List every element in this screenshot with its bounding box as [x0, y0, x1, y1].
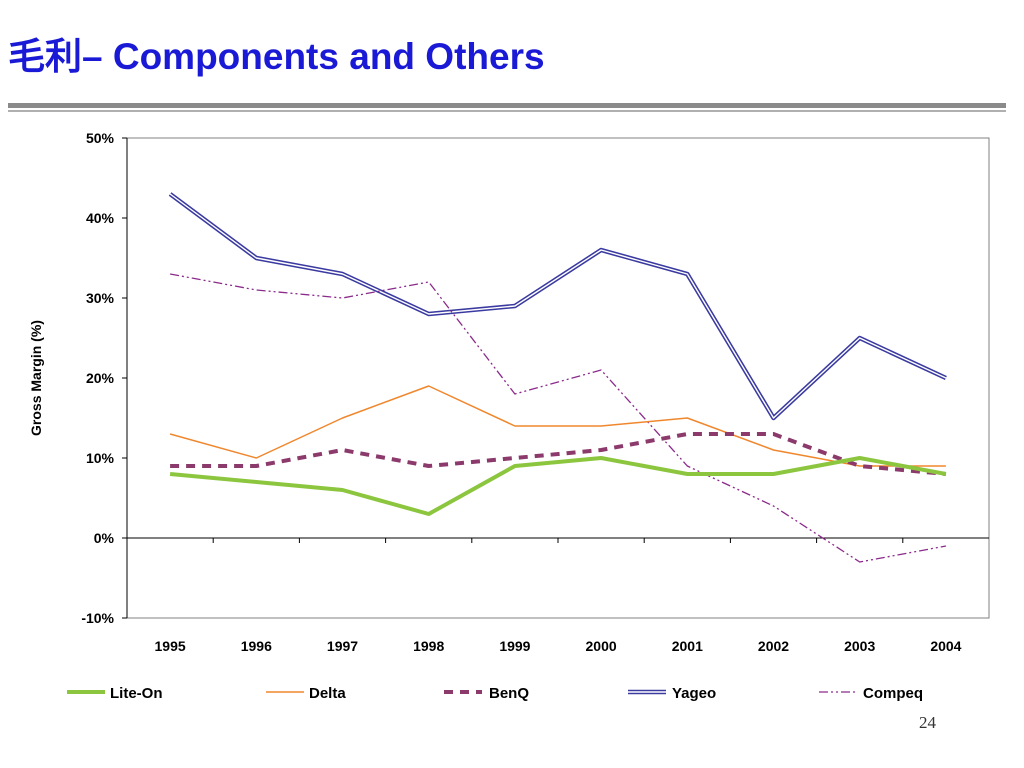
y-tick-label: 10% [86, 450, 115, 466]
legend-label-compeq: Compeq [863, 685, 923, 702]
x-tick-label: 2002 [758, 638, 789, 654]
x-tick-label: 2001 [672, 638, 703, 654]
title-divider-thin [8, 110, 1006, 112]
x-tick-label: 1995 [155, 638, 186, 654]
x-tick-label: 2003 [844, 638, 875, 654]
y-tick-label: 40% [86, 210, 115, 226]
page-number: 24 [919, 713, 936, 732]
series-layer [168, 192, 947, 563]
y-tick-label: -10% [81, 610, 114, 626]
x-tick-label: 1996 [241, 638, 272, 654]
series-line-compeq [169, 273, 947, 563]
y-tick-label: 30% [86, 290, 115, 306]
slide-title: 毛利– Components and Others [8, 36, 545, 77]
x-tick-label: 2004 [930, 638, 961, 654]
series-line-lite-on [169, 456, 947, 516]
legend: Lite-On Delta BenQ Yageo Compeq [67, 685, 923, 702]
series-line-benq [170, 432, 947, 476]
y-axis-title: Gross Margin (%) [28, 320, 44, 436]
plot-area [126, 137, 990, 619]
legend-label-lite-on: Lite-On [110, 685, 163, 702]
axes: -10% 0% 10% 20% 30% 40% 50% 1995 1996 1997 1998 199… [81, 130, 989, 654]
series-line-yageo-inner [169, 193, 947, 419]
legend-label-delta: Delta [309, 685, 346, 702]
y-tick-label: 20% [86, 370, 115, 386]
y-tick-label: 0% [94, 530, 115, 546]
y-tick-label: 50% [86, 130, 115, 146]
legend-label-yageo: Yageo [672, 685, 716, 702]
x-tick-label: 1997 [327, 638, 358, 654]
series-line-delta [169, 385, 946, 467]
title-divider [8, 103, 1006, 108]
x-tick-label: 1999 [499, 638, 530, 654]
x-tick-label: 1998 [413, 638, 444, 654]
x-tick-label: 2000 [586, 638, 617, 654]
legend-label-benq: BenQ [489, 685, 529, 702]
